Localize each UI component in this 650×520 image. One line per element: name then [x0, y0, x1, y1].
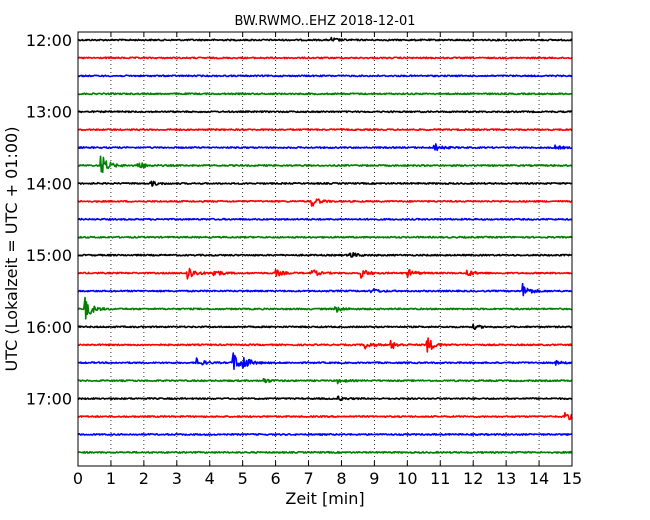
trace-1515	[77, 267, 573, 280]
trace-1230	[77, 74, 573, 78]
y-tick-label: 16:00	[26, 318, 72, 337]
x-tick-label: 10	[397, 469, 417, 488]
trace-1715	[77, 412, 573, 421]
chart-title: BW.RWMO..EHZ 2018-12-01	[234, 14, 415, 29]
x-tick-label: 6	[271, 469, 281, 488]
x-tick-label: 4	[205, 469, 215, 488]
trace-1345	[77, 155, 573, 174]
trace-1600	[77, 323, 573, 330]
y-tick-label: 14:00	[26, 174, 72, 193]
x-tick-label: 8	[336, 469, 346, 488]
trace-1500	[77, 251, 573, 258]
trace-1215	[77, 56, 573, 60]
x-tick-label: 1	[106, 469, 116, 488]
traces	[77, 36, 573, 454]
trace-1445	[77, 235, 573, 239]
trace-1300	[77, 110, 573, 114]
trace-1730	[77, 432, 573, 436]
x-tick-label: 13	[496, 469, 516, 488]
trace-1530	[77, 282, 573, 297]
x-tick-label: 7	[303, 469, 313, 488]
trace-1545	[77, 296, 573, 320]
x-tick-label: 14	[529, 469, 549, 488]
trace-1245	[77, 92, 573, 96]
trace-1330	[77, 143, 573, 152]
trace-1200	[77, 36, 573, 42]
x-tick-label: 12	[463, 469, 483, 488]
x-axis-label: Zeit [min]	[285, 489, 364, 508]
y-axis-label: UTC (Lokalzeit = UTC + 01:00)	[2, 127, 21, 372]
trace-1615	[77, 337, 573, 353]
trace-1700	[77, 395, 573, 402]
y-tick-label: 12:00	[26, 31, 72, 50]
x-tick-label: 9	[369, 469, 379, 488]
trace-1745	[77, 450, 573, 454]
trace-1645	[77, 377, 573, 385]
trace-1415	[77, 198, 573, 207]
grid	[110, 32, 540, 466]
x-axis-ticks: 0 1 2 3 4 5 6 7 8 9 10 11 12 13 14 15	[73, 32, 582, 488]
trace-1630	[77, 352, 573, 371]
x-tick-label: 0	[73, 469, 83, 488]
y-tick-label: 13:00	[26, 103, 72, 122]
y-axis-ticks: 12:00 13:00 14:00 15:00 16:00 17:00	[26, 31, 572, 409]
x-tick-label: 3	[172, 469, 182, 488]
x-tick-label: 15	[562, 469, 582, 488]
x-tick-label: 5	[238, 469, 248, 488]
trace-1315	[77, 128, 573, 132]
plot-frame	[77, 31, 573, 467]
y-tick-label: 15:00	[26, 246, 72, 265]
x-tick-label: 11	[430, 469, 450, 488]
trace-1430	[77, 217, 573, 221]
x-tick-label: 2	[139, 469, 149, 488]
trace-1400	[77, 180, 573, 187]
y-tick-label: 17:00	[26, 390, 72, 409]
